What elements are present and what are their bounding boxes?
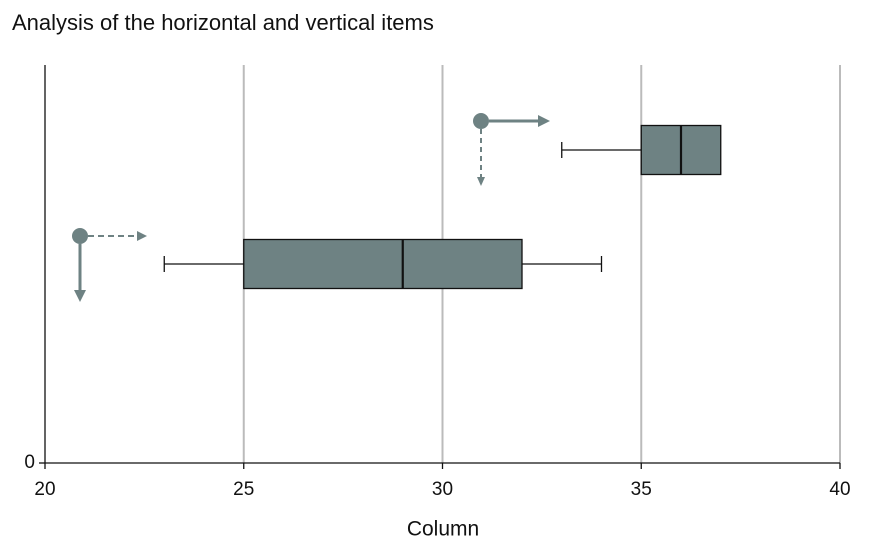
y-tick-label: 0 — [24, 452, 35, 473]
x-axis-label: Column — [407, 518, 479, 541]
x-tick-label: 40 — [829, 479, 850, 500]
chart-title: Analysis of the horizontal and vertical … — [12, 10, 434, 35]
x-tick-label: 20 — [34, 479, 55, 500]
x-tick-label: 30 — [432, 479, 453, 500]
box — [243, 238, 523, 290]
legend-icon-bottom — [72, 228, 147, 302]
x-tick-label: 35 — [631, 479, 652, 500]
legend-icon-top — [473, 113, 550, 186]
x-tick-label: 25 — [233, 479, 254, 500]
